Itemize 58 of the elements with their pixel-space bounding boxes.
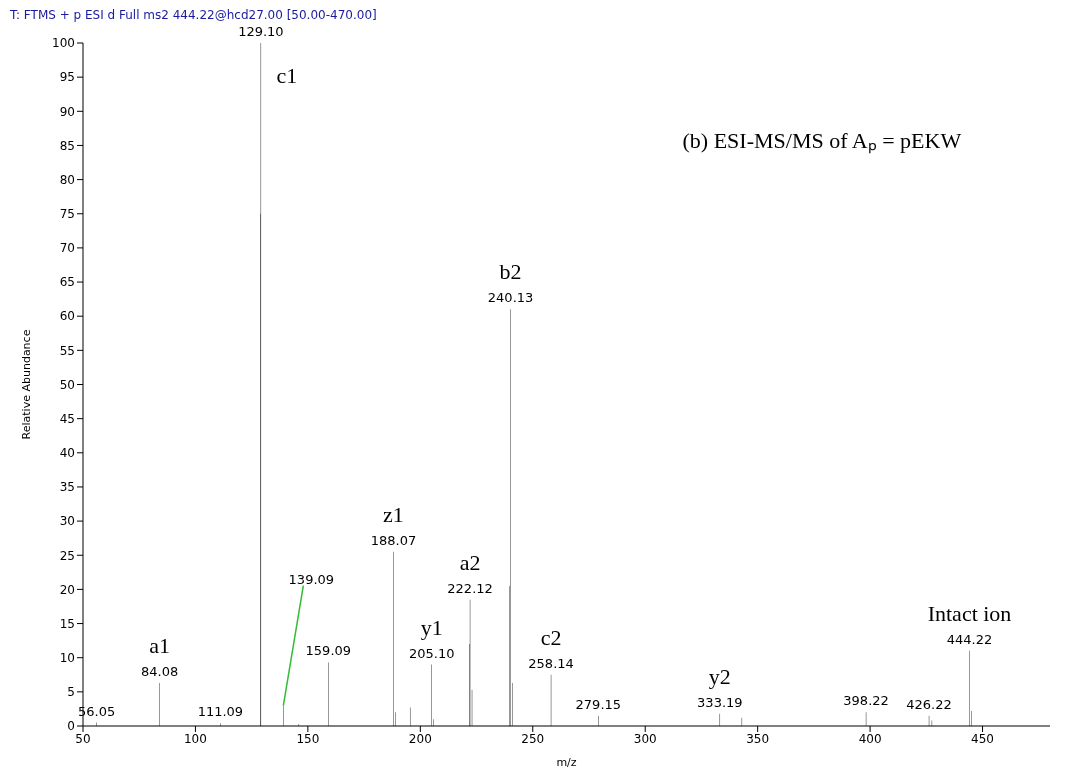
- annotation: 240.13: [487, 290, 534, 306]
- annotation: y2: [708, 663, 731, 689]
- y-tick-label: 15: [59, 616, 75, 631]
- annotation: c2: [540, 624, 562, 650]
- x-tick-label: 300: [633, 731, 657, 746]
- annotation: 444.22: [946, 631, 993, 647]
- y-tick-label: 65: [59, 275, 75, 290]
- annotation: 129.10: [238, 24, 284, 39]
- annotation: 279.15: [575, 696, 622, 712]
- y-tick-label: 70: [59, 241, 75, 256]
- annotation: Intact ion: [927, 600, 1012, 626]
- x-tick-label: 350: [746, 731, 770, 746]
- x-tick-label: 250: [521, 731, 545, 746]
- y-tick-label: 40: [59, 446, 75, 461]
- y-tick-label: 10: [59, 650, 75, 665]
- y-tick-label: 5: [67, 685, 75, 700]
- annotation: 84.08: [141, 663, 179, 679]
- annotation: 398.22: [843, 693, 889, 709]
- annotation: a2: [459, 549, 481, 575]
- annotation: 159.09: [305, 643, 352, 659]
- annotation: a1: [149, 632, 171, 658]
- chart-title: T: FTMS + p ESI d Full ms2 444.22@hcd27.00 [50.00-470.00]: [10, 8, 377, 22]
- annotation: 139.09: [288, 571, 335, 587]
- x-tick-label: 100: [183, 731, 207, 746]
- annotation: 111.09: [197, 704, 244, 720]
- y-tick-label: 35: [59, 480, 75, 495]
- y-tick-label: 45: [59, 411, 75, 426]
- x-tick-label: 400: [858, 731, 882, 746]
- annotation: z1: [383, 501, 404, 527]
- y-tick-label: 100: [52, 36, 75, 51]
- y-tick-label: 0: [67, 719, 75, 734]
- y-tick-label: 20: [59, 582, 75, 597]
- y-tick-label: 85: [59, 138, 75, 153]
- y-tick-label: 50: [59, 377, 75, 392]
- y-tick-label: 30: [59, 514, 75, 529]
- x-axis-title: m/z: [556, 756, 577, 769]
- annotation: 222.12: [447, 580, 493, 596]
- annotation: 258.14: [528, 655, 574, 671]
- annotation: 188.07: [370, 532, 417, 548]
- annotation: 333.19: [697, 694, 743, 710]
- y-tick-label: 75: [59, 207, 75, 222]
- y-axis-title: Relative Abundance: [19, 329, 33, 440]
- annotation: 205.10: [409, 645, 455, 661]
- y-tick-label: 55: [59, 343, 75, 358]
- y-tick-label: 90: [59, 104, 75, 119]
- y-tick-label: 25: [59, 548, 75, 563]
- y-tick-label: 60: [59, 309, 75, 324]
- annotation: (b) ESI-MS/MS of Aₚ = pEKW: [682, 128, 962, 154]
- y-tick-label: 80: [59, 172, 75, 187]
- x-tick-label: 150: [296, 731, 320, 746]
- y-tick-label: 95: [59, 70, 75, 85]
- annotation: 56.05: [78, 703, 116, 719]
- annotation: y1: [420, 614, 443, 640]
- annotation: 426.22: [906, 696, 952, 712]
- annotation: c1: [276, 63, 298, 88]
- x-tick-label: 450: [971, 731, 994, 746]
- x-tick-label: 200: [408, 731, 432, 746]
- annotation: b2: [499, 259, 522, 285]
